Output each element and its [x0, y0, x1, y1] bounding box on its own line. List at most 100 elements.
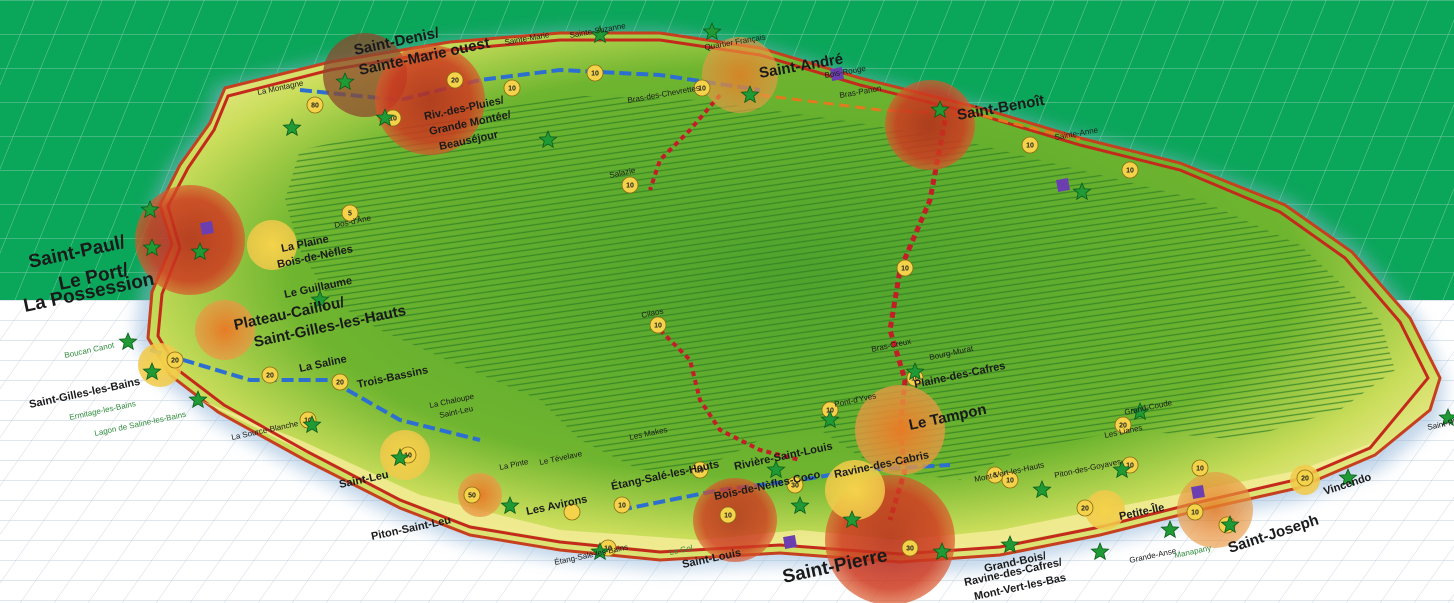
- station-star-icon: [1438, 407, 1454, 427]
- station-star-icon: [282, 117, 302, 137]
- density-value: 30: [791, 483, 799, 490]
- density-marker: [896, 259, 914, 277]
- density-value: 10: [901, 266, 909, 273]
- density-value: 10: [1191, 510, 1199, 517]
- circle-plateau-caillou: [195, 300, 255, 360]
- density-marker: [693, 79, 711, 97]
- station-star-icon: [190, 241, 210, 261]
- density-value: 20: [451, 78, 459, 85]
- density-value: 80: [311, 103, 319, 110]
- density-marker: [331, 373, 349, 391]
- interchange-square-icon: [783, 535, 797, 549]
- station-star-icon: [905, 361, 925, 381]
- density-marker: [1114, 416, 1132, 434]
- density-value: 50: [468, 493, 476, 500]
- density-value: 10: [911, 376, 919, 383]
- density-marker: [1021, 136, 1039, 154]
- density-marker: [613, 496, 631, 514]
- station-star-icon: [766, 459, 786, 479]
- density-marker: [691, 461, 709, 479]
- density-value: 10: [1126, 168, 1134, 175]
- station-star-icon: [140, 199, 160, 219]
- density-marker: [306, 96, 324, 114]
- station-star-icon: [1220, 514, 1240, 534]
- density-marker: [586, 64, 604, 82]
- station-star-icon: [930, 99, 950, 119]
- interchange-square-icon: [830, 67, 844, 81]
- density-value: 5: [348, 211, 352, 218]
- circle-la-plaine: [247, 220, 297, 270]
- station-star-icon: [1338, 467, 1358, 487]
- density-marker: [446, 71, 464, 89]
- density-value: 20: [1081, 506, 1089, 513]
- station-star-icon: [310, 289, 330, 309]
- station-star-icon: [1112, 459, 1132, 479]
- density-value: 20: [171, 358, 179, 365]
- density-marker: [1121, 161, 1139, 179]
- station-star-icon: [740, 84, 760, 104]
- station-star-icon: [1130, 401, 1150, 421]
- density-marker: [341, 204, 359, 222]
- density-value: 20: [336, 380, 344, 387]
- station-star-icon: [820, 409, 840, 429]
- station-star-icon: [1000, 534, 1020, 554]
- density-value: 20: [1301, 476, 1309, 483]
- density-marker: [1191, 459, 1209, 477]
- circle-petite-ile: [1085, 490, 1125, 530]
- density-value: 10: [724, 513, 732, 520]
- density-marker: [503, 79, 521, 97]
- density-value: 10: [508, 86, 516, 93]
- density-value: 10: [618, 503, 626, 510]
- density-value: 10: [698, 86, 706, 93]
- station-star-icon: [335, 71, 355, 91]
- tcsp-west: [149, 348, 481, 442]
- station-star-icon: [1090, 541, 1110, 561]
- circle-saint-louis: [693, 478, 777, 562]
- station-star-icon: [142, 361, 162, 381]
- station-star-icon: [375, 107, 395, 127]
- density-marker: [463, 486, 481, 504]
- interchange-square-icon: [200, 221, 214, 235]
- density-marker: [1186, 503, 1204, 521]
- station-star-icon: [842, 509, 862, 529]
- density-marker: [563, 503, 581, 521]
- station-star-icon: [302, 414, 322, 434]
- tcsp-north: [299, 67, 761, 103]
- station-star-icon: [538, 129, 558, 149]
- density-value: 10: [696, 468, 704, 475]
- density-value: 10: [1026, 143, 1034, 150]
- interchange-square-icon: [1191, 485, 1205, 499]
- density-marker: [1296, 469, 1314, 487]
- density-value: 10: [1126, 463, 1134, 470]
- density-value: 10: [1006, 478, 1014, 485]
- natural-area: [285, 95, 1395, 480]
- circle-saint-benoit: [885, 80, 975, 170]
- density-marker: [901, 539, 919, 557]
- density-marker: [621, 176, 639, 194]
- interchange-square-icon: [1056, 178, 1070, 192]
- density-marker: [166, 351, 184, 369]
- density-marker: [1076, 499, 1094, 517]
- density-marker: [786, 476, 804, 494]
- station-star-icon: [118, 331, 138, 351]
- density-value: 10: [591, 71, 599, 78]
- density-marker: [649, 316, 667, 334]
- station-star-icon: [1032, 479, 1052, 499]
- orange-road: [759, 93, 1081, 142]
- station-star-icon: [790, 495, 810, 515]
- rail-north: [648, 93, 722, 191]
- circle-ravine-cabris: [825, 460, 885, 520]
- station-star-icon: [590, 541, 610, 561]
- density-value: 10: [389, 116, 397, 123]
- density-value: 20: [266, 373, 274, 380]
- density-value: 10: [654, 323, 662, 330]
- density-value: 5: [993, 473, 997, 480]
- density-marker: [719, 506, 737, 524]
- density-marker: [1001, 471, 1019, 489]
- station-star-icon: [932, 541, 952, 561]
- density-value: 10: [626, 183, 634, 190]
- station-star-icon: [390, 447, 410, 467]
- station-star-icon: [188, 389, 208, 409]
- rail-cilaos: [658, 328, 801, 462]
- station-star-icon: [500, 495, 520, 515]
